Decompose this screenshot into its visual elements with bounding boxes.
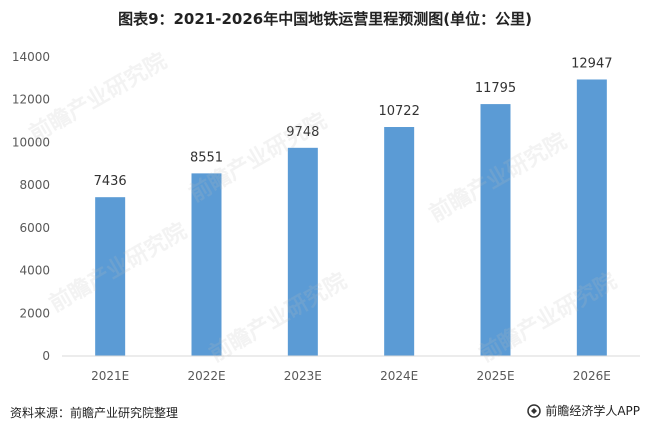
data-label-2021E: 7436 xyxy=(94,174,127,189)
bar-2023E xyxy=(287,147,318,356)
y-tick-label: 12000 xyxy=(12,93,50,107)
x-tick-label-2023E: 2023E xyxy=(284,369,322,383)
x-tick-label-2025E: 2025E xyxy=(476,369,514,383)
data-label-2024E: 10722 xyxy=(378,104,419,119)
y-tick-label: 14000 xyxy=(12,50,50,64)
data-labels: 7436 8551 9748 10722 11795 12947 xyxy=(94,56,613,189)
x-tick-label-2024E: 2024E xyxy=(380,369,418,383)
bar-2022E xyxy=(191,173,222,356)
brand-credit: 前瞻经济学人APP xyxy=(527,402,640,419)
source-note: 资料来源：前瞻产业研究院整理 xyxy=(10,406,179,420)
x-tick-label-2026E: 2026E xyxy=(573,369,611,383)
data-label-2025E: 11795 xyxy=(475,81,516,96)
data-label-2023E: 9748 xyxy=(286,125,319,140)
bar-2025E xyxy=(480,104,511,356)
y-tick-label: 6000 xyxy=(19,221,50,235)
bars xyxy=(95,79,607,356)
brand-logo-icon xyxy=(527,403,542,418)
bar-2026E xyxy=(576,79,607,356)
y-tick-label: 8000 xyxy=(19,178,50,192)
data-label-2022E: 8551 xyxy=(190,150,223,165)
x-axis: 2021E 2022E 2023E 2024E 2025E 2026E xyxy=(62,355,640,383)
y-tick-label: 2000 xyxy=(19,306,50,320)
y-axis: 0 2000 4000 6000 8000 10000 12000 14000 xyxy=(12,50,50,363)
bar-2024E xyxy=(384,127,415,356)
x-tick-label-2021E: 2021E xyxy=(91,369,129,383)
x-tick-label-2022E: 2022E xyxy=(187,369,225,383)
brand-name: 前瞻经济学人APP xyxy=(545,404,640,418)
chart-title: 图表9：2021-2026年中国地铁运营里程预测图(单位：公里) xyxy=(118,10,532,28)
data-label-2026E: 12947 xyxy=(571,56,612,71)
bar-2021E xyxy=(95,197,126,356)
y-tick-label: 10000 xyxy=(12,135,50,149)
y-tick-label: 0 xyxy=(42,349,50,363)
y-tick-label: 4000 xyxy=(19,264,50,278)
